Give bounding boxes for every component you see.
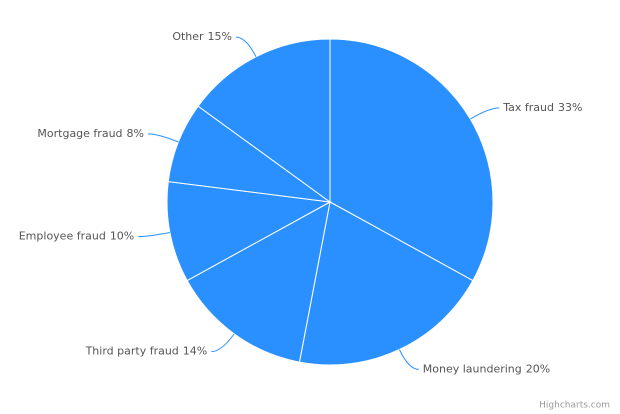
pie-slice — [197, 38, 331, 203]
label-name: Employee fraud — [19, 230, 106, 243]
label-name: Other — [172, 30, 204, 43]
label-value: 33% — [558, 101, 582, 114]
connector — [211, 333, 235, 353]
label-value: 14% — [183, 345, 207, 358]
label-name: Money laundering — [423, 362, 522, 375]
label-value: 8% — [127, 127, 144, 140]
data-label: Employee fraud 10% — [19, 230, 135, 243]
label-value: 15% — [208, 30, 232, 43]
data-label: Money laundering 20% — [423, 362, 550, 375]
label-value: 20% — [526, 362, 550, 375]
data-label: Third party fraud 14% — [85, 345, 208, 358]
connector — [470, 107, 500, 120]
connector — [398, 349, 419, 370]
data-label: Tax fraud 33% — [502, 101, 582, 114]
label-name: Tax fraud — [502, 101, 554, 114]
data-label: Other 15% — [172, 30, 232, 43]
data-label: Mortgage fraud 8% — [37, 127, 144, 140]
connector — [235, 36, 257, 57]
credits[interactable]: Highcharts.com — [539, 401, 610, 411]
label-value: 10% — [110, 230, 134, 243]
connector — [138, 232, 170, 238]
label-name: Third party fraud — [85, 345, 179, 358]
label-name: Mortgage fraud — [37, 127, 122, 140]
connector — [147, 133, 179, 143]
